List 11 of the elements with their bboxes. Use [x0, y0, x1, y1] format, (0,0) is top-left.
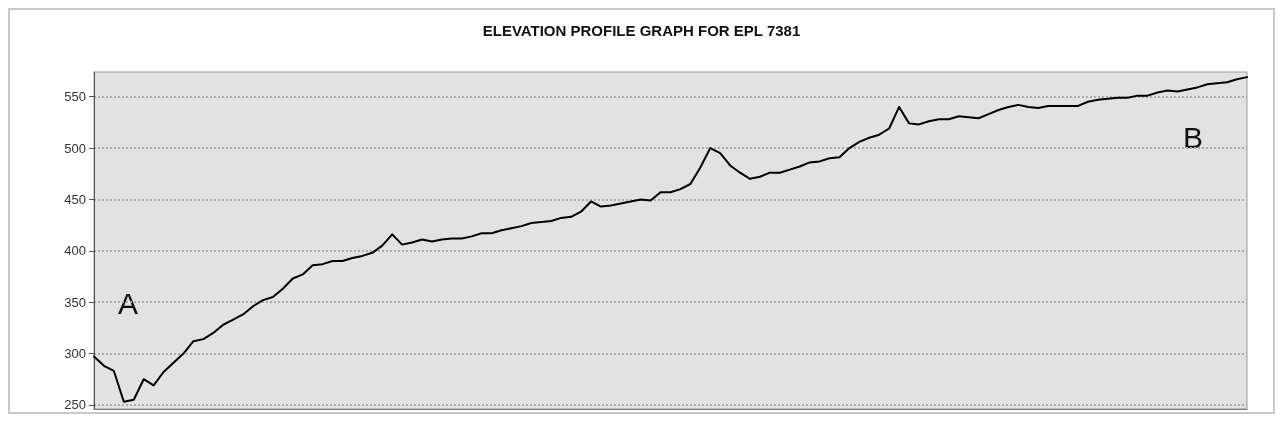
y-tick-label: 300 — [64, 346, 86, 362]
y-tick-label: 350 — [64, 294, 86, 310]
y-tick-label: 250 — [64, 397, 86, 413]
y-tick-label: 500 — [64, 140, 86, 156]
y-tick-label: 400 — [64, 243, 86, 259]
annotation: A — [118, 286, 139, 320]
line-series — [93, 76, 1248, 403]
annotation: B — [1182, 120, 1204, 154]
y-tick-label: 450 — [64, 191, 86, 207]
y-tick-label: 550 — [64, 89, 86, 105]
chart-title: ELEVATION PROFILE GRAPH FOR EPL 7381 — [482, 22, 801, 39]
